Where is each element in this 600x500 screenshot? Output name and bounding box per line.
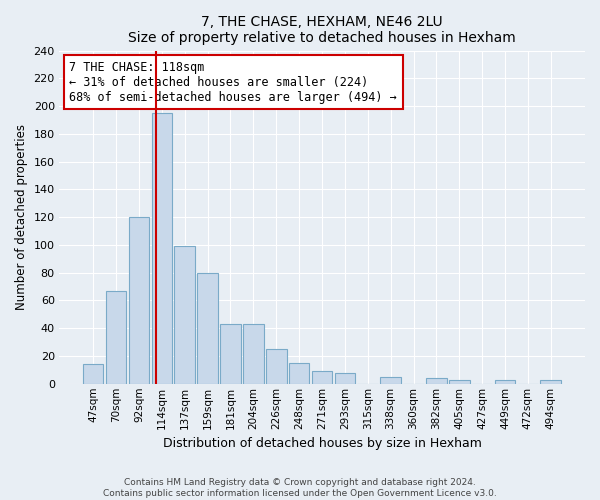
Bar	[266, 349, 287, 384]
Bar	[106, 290, 127, 384]
Bar	[220, 324, 241, 384]
Bar	[197, 272, 218, 384]
Bar	[311, 372, 332, 384]
Bar	[128, 217, 149, 384]
Bar	[83, 364, 103, 384]
Text: 7 THE CHASE: 118sqm
← 31% of detached houses are smaller (224)
68% of semi-detac: 7 THE CHASE: 118sqm ← 31% of detached ho…	[70, 60, 397, 104]
Bar	[335, 372, 355, 384]
Bar	[289, 363, 310, 384]
Text: Contains HM Land Registry data © Crown copyright and database right 2024.
Contai: Contains HM Land Registry data © Crown c…	[103, 478, 497, 498]
Bar	[426, 378, 446, 384]
Bar	[380, 377, 401, 384]
Title: 7, THE CHASE, HEXHAM, NE46 2LU
Size of property relative to detached houses in H: 7, THE CHASE, HEXHAM, NE46 2LU Size of p…	[128, 15, 516, 45]
Bar	[449, 380, 470, 384]
X-axis label: Distribution of detached houses by size in Hexham: Distribution of detached houses by size …	[163, 437, 481, 450]
Bar	[495, 380, 515, 384]
Bar	[175, 246, 195, 384]
Bar	[243, 324, 263, 384]
Y-axis label: Number of detached properties: Number of detached properties	[15, 124, 28, 310]
Bar	[152, 113, 172, 384]
Bar	[541, 380, 561, 384]
